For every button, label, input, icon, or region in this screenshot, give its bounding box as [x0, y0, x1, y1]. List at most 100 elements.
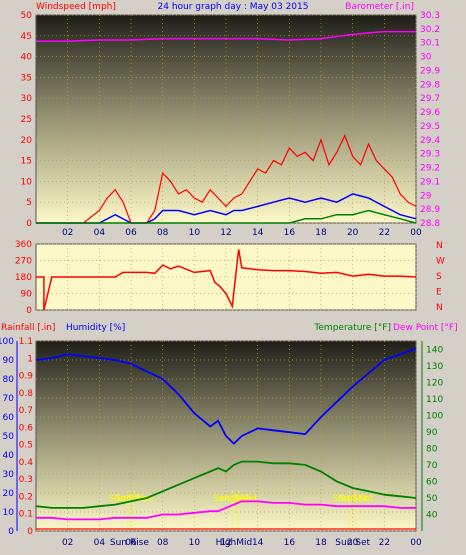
direction-ytick: 270	[15, 257, 32, 267]
humidity-ylabel: Humidity [%]	[66, 323, 125, 333]
wind-ytick: 25	[21, 115, 32, 125]
temperature-ytick: 80	[426, 444, 438, 454]
direction-label: N	[436, 303, 443, 313]
barometer-ytick: 29.7	[420, 94, 440, 104]
direction-ytick: 0	[26, 306, 32, 316]
humidity-ytick: 60	[3, 413, 15, 423]
wind-xtick: 02	[62, 228, 73, 238]
temperature-ytick: 90	[426, 428, 438, 438]
climate-xtick: 14	[252, 538, 264, 548]
rain-ytick: 0.8	[19, 389, 34, 399]
direction-label: W	[436, 257, 445, 267]
direction-label: N	[436, 241, 443, 251]
climate-xtick: 00	[410, 538, 422, 548]
wind-xtick: 18	[315, 228, 327, 238]
wind-ytick: 20	[21, 136, 33, 146]
climate-xtick: 20	[347, 538, 359, 548]
temperature-ytick: 100	[426, 411, 443, 421]
temperature-ytick: 140	[426, 345, 443, 355]
event-marker-label: Sun Rise	[213, 494, 252, 504]
barometer-ytick: 29.6	[420, 108, 440, 118]
temperature-ytick: 120	[426, 378, 443, 388]
barometer-ytick: 29.9	[420, 66, 440, 76]
direction-ytick: 90	[21, 290, 33, 300]
wind-xtick: 22	[379, 228, 390, 238]
wind-xtick: 16	[284, 228, 296, 238]
rain-ytick: 0.9	[19, 372, 34, 382]
humidity-line	[35, 347, 417, 445]
humidity-ytick: 0	[8, 527, 14, 537]
wind-ytick: 40	[21, 53, 33, 63]
wind-ytick: 30	[21, 94, 33, 104]
rain-ytick: 0.2	[19, 492, 33, 502]
humidity-ytick: 90	[3, 356, 15, 366]
chart-title: 24 hour graph day : May 03 2015	[158, 2, 309, 12]
wind-ylabel: Windspeed [mph]	[36, 2, 116, 12]
temperature-ylabel: Temperature [°F]	[313, 323, 391, 333]
barometer-ytick: 29	[420, 191, 432, 201]
direction-label: E	[436, 288, 442, 298]
barometer-ytick: 28.8	[420, 219, 440, 229]
event-marker-label: Sun Rise	[108, 494, 147, 504]
barometer-ytick: 29.2	[420, 164, 440, 174]
climate-xtick: 04	[94, 538, 106, 548]
humidity-ytick: 70	[3, 394, 15, 404]
barometer-ytick: 29.3	[420, 150, 440, 160]
event-marker-label: Sun Set	[338, 494, 373, 504]
rain-ytick: 0	[27, 527, 33, 537]
barometer-ytick: 29.1	[420, 177, 440, 187]
humidity-ytick: 50	[3, 432, 15, 442]
wind-xtick: 04	[94, 228, 106, 238]
humidity-ytick: 80	[3, 375, 15, 385]
barometer-ytick: 29.5	[420, 122, 440, 132]
temperature-ytick: 60	[426, 477, 438, 487]
rain-ylabel: Rainfall [.in]	[1, 323, 55, 333]
direction-ytick: 360	[15, 240, 32, 250]
temperature-ytick: 110	[426, 395, 443, 405]
dewpoint-line	[36, 500, 416, 521]
wind-xtick: 20	[347, 228, 359, 238]
wind-xtick: 08	[157, 228, 169, 238]
event-marker-label: Sun Rise	[115, 494, 154, 504]
barometer-ytick: 29.8	[420, 80, 440, 90]
climate-xtick: 16	[284, 538, 296, 548]
climate-xtick: 18	[315, 538, 327, 548]
temperature-ytick: 130	[426, 362, 443, 372]
climate-xtick: 10	[189, 538, 201, 548]
temperature-ytick: 40	[426, 510, 438, 520]
event-marker-label: HighMid	[220, 494, 257, 504]
barometer-ylabel: Barometer [.in]	[345, 2, 414, 12]
wind-ytick: 10	[21, 177, 33, 187]
rain-ytick: 1.1	[19, 337, 33, 347]
event-xlabel: HighMid	[216, 538, 253, 548]
wind-ytick: 35	[21, 73, 32, 83]
barometer-ytick: 29.4	[420, 136, 440, 146]
event-xlabel: Sun Set	[335, 538, 370, 548]
climate-xtick: 08	[157, 538, 169, 548]
rain-ytick: 1	[27, 354, 33, 364]
barometer-ytick: 30.2	[420, 25, 440, 35]
barometer-ytick: 30	[420, 53, 432, 63]
temperature-ytick: 70	[426, 461, 438, 471]
gust-line	[36, 134, 417, 224]
humidity-ytick: 10	[3, 508, 15, 518]
rain-ytick: 0.6	[19, 423, 34, 433]
climate-xtick: 12	[220, 538, 231, 548]
barometer-line	[36, 30, 416, 43]
direction-label: S	[436, 272, 442, 282]
humidity-ytick: 40	[3, 451, 15, 461]
wind-xtick: 10	[189, 228, 201, 238]
barometer-ytick: 30.3	[420, 11, 440, 21]
wind-xtick: 00	[410, 228, 422, 238]
wind-ytick: 15	[21, 157, 32, 167]
barometer-ytick: 28.9	[420, 205, 440, 215]
event-xlabel: Sun Rise	[110, 538, 149, 548]
rain-ytick: 0.7	[19, 406, 33, 416]
wind-ytick: 50	[21, 11, 33, 21]
climate-xtick: 06	[125, 538, 137, 548]
humidity-ytick: 30	[3, 470, 15, 480]
wind-xtick: 14	[252, 228, 264, 238]
wind_low-line	[36, 209, 417, 224]
wind-ytick: 5	[26, 198, 32, 208]
